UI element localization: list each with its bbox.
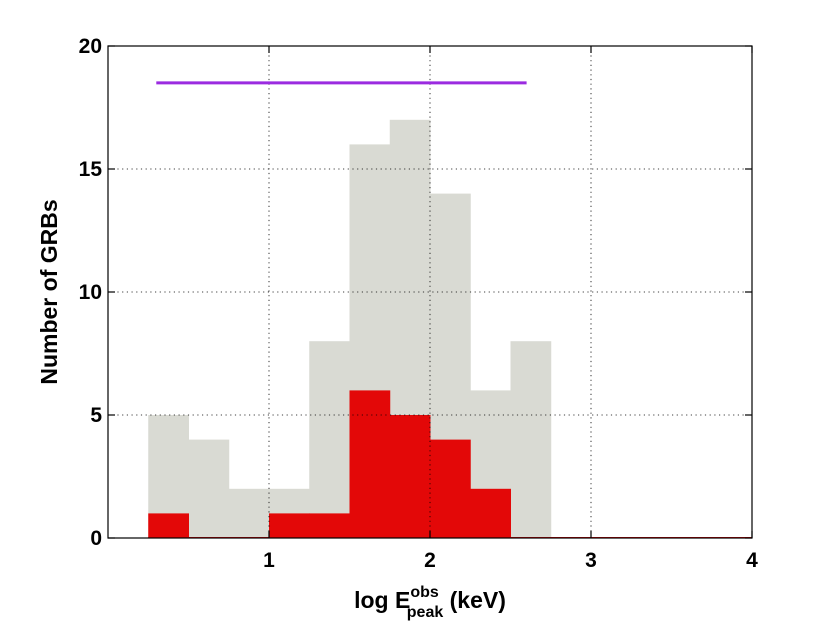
y-tick-label: 5 bbox=[90, 404, 102, 427]
subset-bar-5 bbox=[349, 390, 391, 538]
subset-bars bbox=[148, 390, 752, 538]
y-tick-labels: 0 5 10 15 20 bbox=[79, 35, 103, 550]
total-bar-2 bbox=[228, 488, 270, 538]
total-bar-9 bbox=[510, 341, 552, 538]
subset-bar-6 bbox=[389, 415, 431, 538]
x-axis-title-prefix: log E bbox=[354, 587, 410, 613]
x-tick-label: 3 bbox=[585, 549, 597, 572]
y-tick-label: 0 bbox=[90, 527, 102, 550]
subset-bar-3 bbox=[269, 513, 310, 538]
x-axis-title-suffix: (keV) bbox=[443, 587, 506, 613]
total-bar-4 bbox=[309, 341, 350, 538]
y-tick-label: 10 bbox=[79, 281, 102, 304]
x-tick-label: 2 bbox=[424, 549, 436, 572]
grid-lines bbox=[108, 46, 752, 538]
subset-bar-7 bbox=[430, 439, 471, 538]
x-axis-title-subscript: peak bbox=[407, 604, 444, 621]
x-axis-title: log Eobs peak (keV) bbox=[354, 584, 506, 621]
axis-ticks bbox=[108, 45, 753, 539]
y-tick-label: 15 bbox=[79, 158, 103, 181]
y-axis-title: Number of GRBs bbox=[36, 199, 62, 384]
subset-bar-0 bbox=[148, 513, 189, 538]
subset-bar-8 bbox=[470, 488, 511, 538]
x-tick-label: 1 bbox=[263, 549, 275, 572]
subset-bar-4 bbox=[309, 513, 350, 538]
y-tick-label: 20 bbox=[79, 35, 102, 58]
x-tick-labels: 1 2 3 4 bbox=[263, 549, 758, 572]
total-bar-1 bbox=[188, 439, 230, 538]
x-axis-title-superscript: obs bbox=[410, 584, 439, 601]
x-tick-label: 4 bbox=[746, 549, 758, 572]
